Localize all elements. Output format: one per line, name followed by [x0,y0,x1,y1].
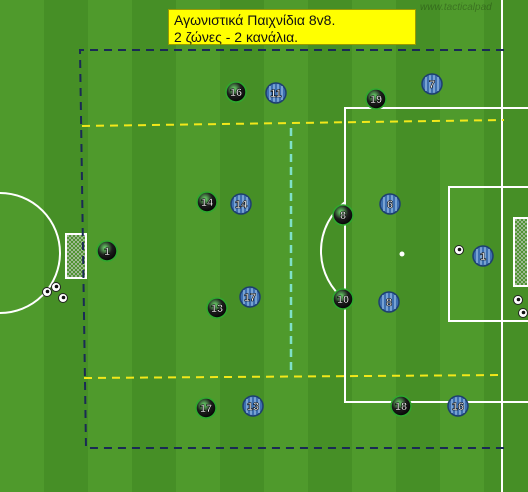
player-green-8[interactable]: 8 [332,204,354,226]
player-green-14[interactable]: 14 [196,191,218,213]
balls [42,245,528,318]
goal-area [448,186,528,322]
player-number: 18 [395,401,407,413]
title-line-2: 2 ζώνες - 2 κανάλια. [174,29,299,45]
player-marker [365,88,387,110]
player-number: 7 [429,79,435,91]
ball-icon[interactable] [42,287,52,297]
player-green-16[interactable]: 16 [225,81,247,103]
player-green-18[interactable]: 18 [390,395,412,417]
ball-patch [45,289,50,294]
player-marker [96,240,118,262]
penalty-area [344,107,528,403]
player-green-10[interactable]: 10 [332,288,354,310]
ball-patch [457,247,462,252]
player-number: 8 [340,210,346,222]
ball-patch [61,295,66,300]
player-number: 17 [200,403,212,415]
player-marker [225,81,247,103]
player-number: 11 [270,88,282,100]
player-blue-6[interactable]: 6 [379,193,401,215]
title-line-1: Αγωνιστικά Παιχνίδια 8v8. [174,12,336,28]
ball-patch [521,310,526,315]
player-marker [206,297,228,319]
player-number: 6 [387,199,393,211]
player-number: 1 [104,246,110,258]
player-blue-17[interactable]: 17 [239,286,261,308]
center-circle [0,192,61,314]
player-number: 13 [211,303,223,315]
player-marker [196,191,218,213]
player-green-1[interactable]: 1 [96,240,118,262]
ball-patch [516,297,521,302]
player-blue-11[interactable]: 11 [265,82,287,104]
player-marker [472,245,494,267]
ball-icon[interactable] [58,293,68,303]
player-number: 16 [452,401,464,413]
player-blue-13[interactable]: 13 [242,395,264,417]
player-number: 14 [235,199,248,211]
ball-patch [54,284,59,289]
player-marker [378,291,400,313]
player-green-13[interactable]: 13 [206,297,228,319]
player-blue-14[interactable]: 14 [230,193,252,215]
left-goal [65,233,87,279]
player-blue-16[interactable]: 16 [447,395,469,417]
player-marker [421,73,443,95]
player-marker [265,82,287,104]
player-green-17[interactable]: 17 [195,397,217,419]
ball-icon[interactable] [513,295,523,305]
player-green-19[interactable]: 19 [365,88,387,110]
player-number: 8 [386,297,392,309]
player-marker [379,193,401,215]
penalty-spot [399,251,405,257]
player-marker [447,395,469,417]
player-marker [195,397,217,419]
ball-icon[interactable] [518,308,528,318]
diagram-title: Αγωνιστικά Παιχνίδια 8v8. 2 ζώνες - 2 κα… [168,9,416,45]
right-goal [513,217,528,287]
player-blue-7[interactable]: 7 [421,73,443,95]
player-marker [390,395,412,417]
watermark: www.tacticalpad [420,2,492,13]
player-blue-1[interactable]: 1 [472,245,494,267]
player-marker [242,395,264,417]
player-number: 17 [244,292,256,304]
player-number: 10 [337,294,349,306]
player-marker [239,286,261,308]
player-blue-8[interactable]: 8 [378,291,400,313]
player-number: 16 [230,87,242,99]
player-number: 1 [480,251,486,263]
player-marker [230,193,252,215]
zone-lines [81,119,505,379]
playing-area-boundary [78,49,504,449]
player-number: 19 [370,94,382,106]
ball-icon[interactable] [51,282,61,292]
player-number: 14 [201,197,214,209]
player-marker [332,204,354,226]
player-marker [332,288,354,310]
player-number: 13 [247,401,259,413]
ball-icon[interactable] [454,245,464,255]
